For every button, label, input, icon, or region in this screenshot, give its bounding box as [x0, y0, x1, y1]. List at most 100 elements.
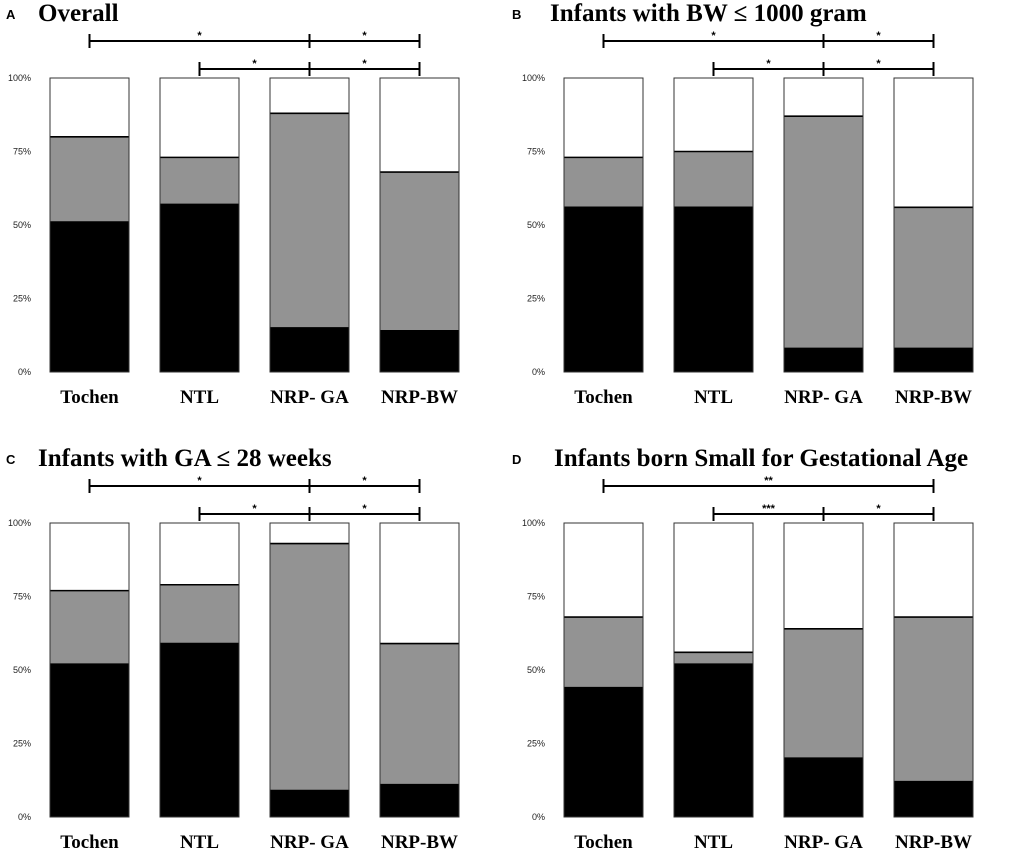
bar-outline: [269, 77, 350, 373]
panel-b: B Infants with BW ≤ 1000 gram 0% 25% 50% 75…: [512, 0, 974, 408]
significance-label: *: [362, 30, 367, 42]
significance-label: *: [252, 503, 257, 515]
bar-segment-white: [50, 523, 129, 591]
y-tick-label: 75%: [527, 147, 545, 157]
plot-area: 0% 25% 50% 75% 100% Tochen NTL NRP- GA NRP-BW * * *…: [8, 475, 460, 853]
y-tick-label: 50%: [527, 220, 545, 230]
y-tick-label: 50%: [13, 665, 31, 675]
bar-segment-black: [270, 327, 349, 372]
y-tick-label: 0%: [532, 812, 545, 822]
panel-title: Infants born Small for Gestational Age: [554, 445, 968, 472]
significance-label: *: [252, 58, 257, 70]
category-label: NRP-BW: [895, 387, 972, 408]
bar-segment-white: [894, 78, 973, 208]
bar-segment-gray: [270, 543, 349, 791]
bar-segment-white: [380, 78, 459, 173]
bar-segment-black: [160, 643, 239, 817]
y-tick-label: 100%: [8, 518, 31, 528]
y-tick-label: 75%: [13, 592, 31, 602]
significance-label: *: [362, 58, 367, 70]
bar-segment-gray: [160, 157, 239, 205]
significance-label: *: [362, 503, 367, 515]
y-tick-label: 25%: [527, 739, 545, 749]
bar-outline: [159, 522, 240, 818]
bar-outline: [783, 522, 864, 818]
bar-segment-black: [674, 207, 753, 372]
significance-label: *: [876, 30, 881, 42]
significance-label: *: [876, 503, 881, 515]
category-label: NRP-BW: [381, 832, 458, 853]
bar-outline: [783, 77, 864, 373]
bar-segment-gray: [784, 116, 863, 349]
bar-segment-white: [50, 78, 129, 137]
bar-segment-black: [380, 330, 459, 372]
bar-segment-white: [160, 78, 239, 158]
bar-segment-gray: [894, 617, 973, 782]
bar-outline: [379, 77, 460, 373]
bar-outline: [673, 522, 754, 818]
category-label: NTL: [180, 832, 219, 853]
bar-segment-black: [160, 204, 239, 372]
y-tick-label: 75%: [13, 147, 31, 157]
bar-outline: [49, 77, 130, 373]
category-label: NRP- GA: [784, 387, 863, 408]
bar-segment-gray: [674, 652, 753, 665]
bar-outline: [563, 77, 644, 373]
significance-label: *: [711, 30, 716, 42]
bar-segment-gray: [784, 628, 863, 759]
y-tick-label: 0%: [18, 367, 31, 377]
y-tick-label: 100%: [8, 73, 31, 83]
bar-segment-white: [674, 78, 753, 152]
category-label: Tochen: [574, 832, 633, 853]
category-label: NRP-BW: [895, 832, 972, 853]
bar-segment-gray: [674, 151, 753, 208]
significance-label: *: [362, 475, 367, 487]
bar-segment-gray: [894, 207, 973, 349]
bar-segment-white: [160, 523, 239, 585]
category-label: NRP- GA: [270, 387, 349, 408]
category-label: Tochen: [60, 832, 119, 853]
bar-segment-white: [270, 523, 349, 544]
bar-segment-gray: [380, 643, 459, 785]
bar-outline: [159, 77, 240, 373]
bar-outline: [49, 522, 130, 818]
bar-segment-white: [270, 78, 349, 114]
bar-segment-black: [894, 348, 973, 372]
bar-segment-black: [784, 348, 863, 372]
y-tick-label: 75%: [527, 592, 545, 602]
bar-segment-gray: [50, 590, 129, 665]
bar-outline: [563, 522, 644, 818]
bar-segment-white: [894, 523, 973, 618]
category-label: NTL: [694, 387, 733, 408]
bar-outline: [893, 522, 974, 818]
panel-d: D Infants born Small for Gestational Age…: [512, 445, 974, 853]
significance-label: *: [197, 475, 202, 487]
bar-segment-black: [894, 781, 973, 817]
bar-segment-black: [564, 207, 643, 372]
bar-segment-gray: [270, 113, 349, 328]
panel-title: Infants with BW ≤ 1000 gram: [550, 0, 867, 27]
significance-label: *: [197, 30, 202, 42]
significance-label: ***: [762, 503, 776, 515]
plot-area: 0% 25% 50% 75% 100% Tochen NTL NRP- GA NRP-BW * * *…: [8, 30, 460, 408]
y-tick-label: 0%: [18, 812, 31, 822]
bar-segment-gray: [380, 172, 459, 331]
y-tick-label: 25%: [527, 294, 545, 304]
bar-segment-white: [380, 523, 459, 644]
bar-segment-white: [564, 78, 643, 158]
bar-segment-black: [50, 222, 129, 372]
y-tick-label: 100%: [522, 73, 545, 83]
bar-outline: [673, 77, 754, 373]
bar-segment-white: [564, 523, 643, 618]
y-tick-label: 0%: [532, 367, 545, 377]
category-label: NRP- GA: [270, 832, 349, 853]
y-tick-label: 100%: [522, 518, 545, 528]
panel-title: Overall: [38, 0, 119, 27]
y-tick-label: 50%: [527, 665, 545, 675]
bar-outline: [269, 522, 350, 818]
bar-segment-black: [564, 687, 643, 817]
y-tick-label: 50%: [13, 220, 31, 230]
significance-label: *: [876, 58, 881, 70]
bar-segment-gray: [564, 157, 643, 208]
